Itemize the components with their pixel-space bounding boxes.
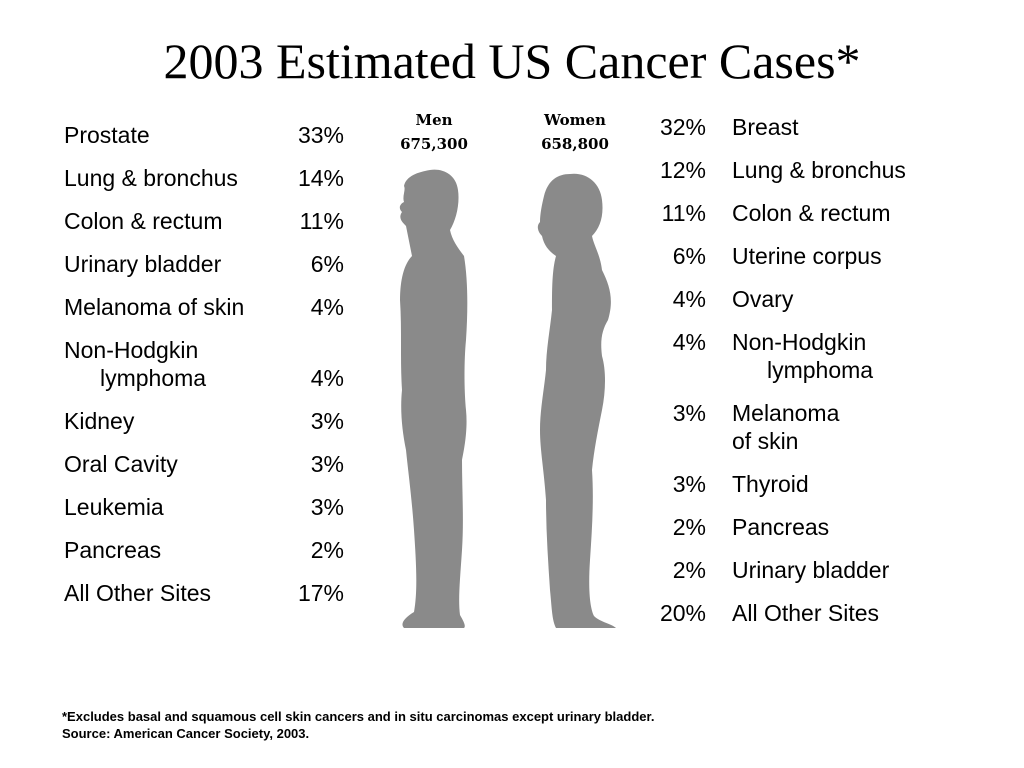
men-pct: 4% — [310, 365, 344, 391]
women-site-line2: lymphoma — [767, 357, 874, 383]
men-row-nhl: Non-Hodgkin lymphoma 4% — [64, 336, 344, 392]
men-label-text: Men — [415, 111, 453, 129]
women-site: Melanoma of skin — [732, 399, 839, 455]
women-pct: 6% — [672, 243, 706, 269]
men-site: Kidney — [64, 408, 135, 434]
women-pct: 4% — [672, 286, 706, 312]
men-site: Non-Hodgkin lymphoma — [64, 336, 206, 392]
women-site: Pancreas — [732, 514, 830, 540]
women-site: Colon & rectum — [732, 200, 891, 226]
women-site-line2: of skin — [732, 428, 799, 454]
men-site: Prostate — [64, 122, 150, 148]
men-site: Leukemia — [64, 494, 164, 520]
women-site-line1: Melanoma — [732, 400, 840, 426]
women-row-nhl: 4% Non-Hodgkin lymphoma — [648, 328, 948, 384]
men-site: All Other Sites — [64, 580, 211, 606]
men-pct: 33% — [297, 122, 344, 148]
men-site: Oral Cavity — [64, 451, 178, 477]
men-pct: 3% — [310, 408, 344, 434]
men-pct: 6% — [310, 251, 344, 277]
men-label: Men 675,300 — [374, 108, 494, 156]
women-pct: 3% — [672, 471, 706, 497]
silhouettes-illustration — [399, 169, 616, 629]
man-silhouette-icon — [399, 169, 468, 628]
women-pct: 11% — [661, 200, 706, 226]
women-site: Urinary bladder — [732, 557, 890, 583]
men-site-line1: Non-Hodgkin — [64, 337, 199, 363]
women-site: Lung & bronchus — [732, 157, 906, 183]
men-site: Lung & bronchus — [64, 165, 238, 191]
women-pct: 32% — [659, 114, 706, 140]
men-site: Pancreas — [64, 537, 162, 563]
woman-silhouette-icon — [537, 173, 616, 629]
women-site-line1: Non-Hodgkin — [732, 329, 867, 355]
women-pct: 2% — [672, 514, 706, 540]
women-site: Thyroid — [732, 471, 809, 497]
men-site: Urinary bladder — [64, 251, 222, 277]
women-label-text: Women — [544, 111, 606, 129]
women-site: Uterine corpus — [732, 243, 882, 269]
women-site: Non-Hodgkin lymphoma — [732, 328, 873, 384]
women-pct: 3% — [672, 400, 706, 426]
footnote-exclusion: *Excludes basal and squamous cell skin c… — [62, 709, 655, 724]
men-pct: 3% — [310, 451, 344, 477]
men-pct: 4% — [310, 294, 344, 320]
women-count: 658,800 — [541, 135, 609, 153]
women-pct: 20% — [659, 600, 706, 626]
men-site: Melanoma of skin — [64, 294, 245, 320]
women-row-melanoma: 3% Melanoma of skin — [648, 399, 948, 455]
men-site: Colon & rectum — [64, 208, 223, 234]
women-pct: 12% — [659, 157, 706, 183]
men-pct: 17% — [297, 580, 344, 606]
women-label: Women 658,800 — [515, 108, 635, 156]
men-site-line2: lymphoma — [100, 365, 207, 391]
men-count: 675,300 — [400, 135, 468, 153]
footnote: *Excludes basal and squamous cell skin c… — [62, 708, 654, 742]
women-pct: 4% — [672, 329, 706, 355]
men-pct: 2% — [310, 537, 344, 563]
men-pct: 11% — [299, 208, 344, 234]
slide-title: 2003 Estimated US Cancer Cases* — [163, 33, 861, 89]
women-pct: 2% — [672, 557, 706, 583]
men-pct: 14% — [297, 165, 344, 191]
footnote-source: Source: American Cancer Society, 2003. — [62, 726, 310, 741]
women-site: Ovary — [732, 286, 794, 312]
women-site: All Other Sites — [732, 600, 879, 626]
men-pct: 3% — [310, 494, 344, 520]
women-site: Breast — [732, 114, 799, 140]
